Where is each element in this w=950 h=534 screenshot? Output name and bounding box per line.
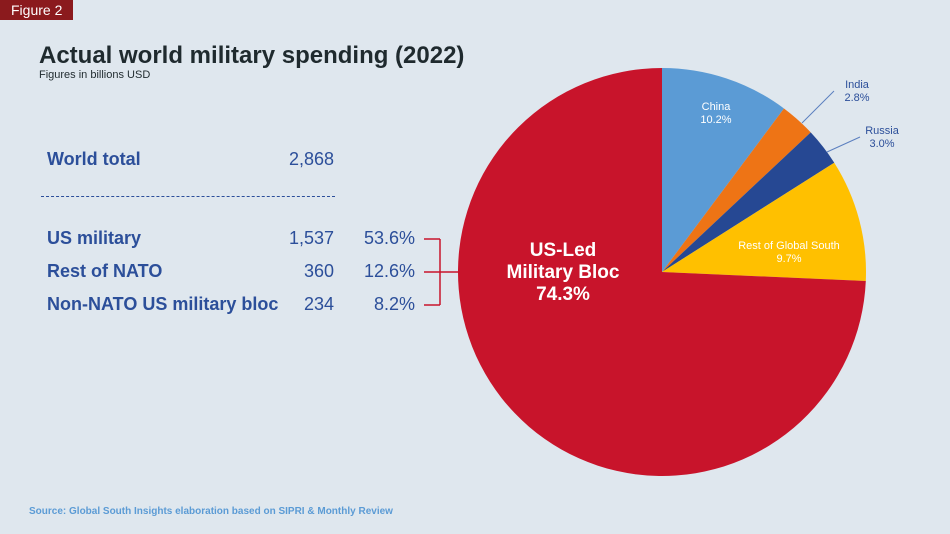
slice-label-india: India: [845, 79, 870, 91]
row-percent: 8.2%: [373, 294, 415, 314]
row-label: Rest of NATO: [47, 261, 163, 281]
divider: [41, 196, 335, 197]
pie-slice-india: [662, 108, 811, 272]
slice-label-us-led-military-bloc: 74.3%: [536, 284, 590, 305]
row-percent: 12.6%: [363, 261, 415, 281]
chart-subtitle: Figures in billions USD: [39, 69, 151, 81]
pie-slice-us-led-military-bloc: [458, 68, 866, 476]
pie-slice-china: [662, 68, 784, 272]
source-note: Source: Global South Insights elaboratio…: [29, 506, 393, 517]
row-value: 1,537: [288, 228, 334, 248]
row-label: Non-NATO US military bloc: [47, 294, 279, 314]
slice-label-china: China: [702, 101, 732, 113]
row-value: 234: [303, 294, 334, 314]
leader-line-russia: [826, 136, 861, 153]
slice-label-us-led-military-bloc: Military Bloc: [507, 262, 620, 283]
row-value: 360: [303, 261, 334, 281]
slice-label-rest-of-global-south: Rest of Global South: [738, 240, 840, 252]
slice-value-russia: 3.0%: [869, 138, 894, 150]
world-total-label: World total: [47, 149, 141, 169]
slice-value-china: 10.2%: [700, 114, 731, 126]
pie-slice-rest-of-global-south: [662, 162, 866, 281]
chart-title: Actual world military spending (2022): [39, 42, 465, 69]
world-total-value: 2,868: [288, 149, 334, 169]
figure-badge: Figure 2: [0, 0, 73, 20]
slice-value-rest-of-global-south: 9.7%: [776, 253, 801, 265]
bracket: [424, 238, 460, 306]
pie-slice-russia: [662, 132, 835, 272]
leader-line-india: [801, 90, 835, 124]
row-percent: 53.6%: [363, 228, 415, 248]
slice-label-us-led-military-bloc: US-Led: [530, 240, 597, 261]
slice-label-russia: Russia: [865, 125, 900, 137]
row-label: US military: [47, 228, 142, 248]
slice-value-india: 2.8%: [844, 92, 869, 104]
